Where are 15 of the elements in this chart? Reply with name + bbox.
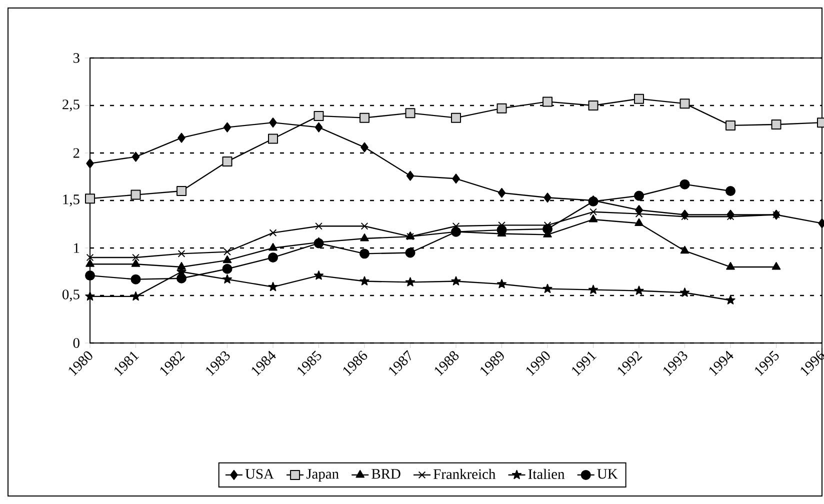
y-tick-label: 3	[73, 53, 80, 63]
y-tick-label: 1	[74, 243, 80, 253]
y-tick-label: 2	[73, 148, 80, 158]
y-tick-label: 0	[73, 338, 80, 348]
y-tick-label: 2,5	[62, 100, 80, 112]
legend-label: UK	[597, 469, 618, 479]
legend-label: Italien	[528, 468, 565, 480]
x-tick-label: 1991	[572, 352, 597, 376]
y-tick-label: 0,5	[62, 290, 80, 302]
legend-label: Frankreich	[434, 468, 496, 480]
legend-label: BRD	[372, 469, 400, 479]
legend-label: USA	[245, 469, 274, 479]
legend-label: Japan	[306, 469, 339, 482]
x-tick-label: 1981	[114, 352, 140, 376]
y-tick-label: 1,5	[63, 194, 80, 206]
